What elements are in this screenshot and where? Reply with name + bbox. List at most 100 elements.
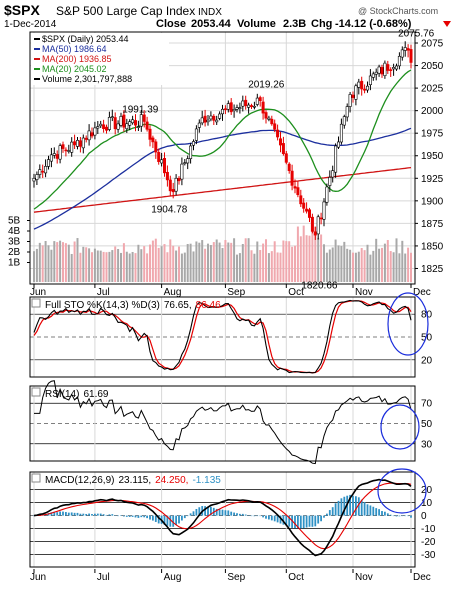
macd-histogram-bar [140, 515, 143, 518]
price-body [351, 94, 355, 98]
volume-bar [317, 237, 320, 282]
volume-bar [241, 244, 244, 282]
macd-histogram-bar [401, 515, 404, 517]
macd-value: 23.115, [118, 475, 151, 486]
macd-histogram-bar [326, 513, 328, 516]
macd-panel: -30 -20 -10 0 10 20 MACD(12,26,9) 23.115, 24.25… [29, 471, 436, 568]
volume-bar [221, 248, 224, 282]
macd-histogram-bar [317, 515, 320, 524]
volume-bar [38, 242, 41, 282]
price-body [157, 152, 161, 162]
price-body [215, 119, 219, 123]
macd-histogram-bar [117, 515, 119, 517]
x-tick-label: Oct [288, 572, 304, 583]
macd-histogram-bar [108, 514, 111, 516]
price-tick-label: 2075 [421, 39, 444, 50]
macd-histogram-bar [276, 515, 279, 523]
volume-bar [198, 242, 201, 282]
price-body [52, 153, 56, 156]
volume-bar [44, 241, 47, 282]
sto-k-line [33, 299, 412, 374]
price-body [302, 202, 306, 209]
volume-bar [157, 247, 160, 282]
price-body [67, 150, 71, 152]
price-body [186, 158, 190, 164]
macd-histogram-bar [131, 515, 134, 517]
volume-bar [204, 248, 207, 282]
volume-bar [137, 244, 140, 282]
price-body [368, 75, 372, 86]
price-body [278, 138, 282, 146]
volume-bar [282, 240, 285, 282]
signal-value: 24.250, [155, 475, 188, 486]
macd-histogram-bar [76, 512, 79, 516]
price-body [325, 186, 329, 203]
macd-histogram-bar [395, 515, 398, 517]
macd-histogram-bar [404, 515, 407, 517]
watermark: @ StockCharts.com [358, 6, 438, 16]
volume-bar [357, 251, 360, 282]
price-annotation-label: 2075.76 [398, 28, 435, 39]
price-body [403, 47, 407, 51]
price-body [348, 94, 352, 107]
price-body [163, 158, 167, 174]
macd-histogram-bar [398, 515, 401, 517]
price-body [128, 121, 132, 126]
macd-histogram-bar [183, 515, 186, 519]
macd-histogram-bar [384, 511, 386, 516]
price-body [354, 85, 358, 100]
sto-panel-icon[interactable] [31, 298, 41, 308]
volume-bar [186, 243, 189, 282]
volume-bar [233, 238, 236, 282]
volume-bar [88, 248, 91, 282]
price-body [377, 66, 381, 74]
macd-histogram-bar [91, 513, 93, 516]
macd-histogram-bar [166, 515, 169, 526]
price-body [116, 123, 120, 130]
volume-bar [175, 250, 178, 282]
volume-bar [404, 253, 407, 282]
macd-histogram-bar [67, 512, 70, 516]
macd-histogram-bar [236, 513, 238, 516]
rsi-grid [30, 386, 415, 461]
volume-bar [256, 241, 259, 282]
x-tick-label: Sep [227, 572, 245, 583]
volume-bar [76, 238, 79, 282]
volume-bar [372, 250, 375, 282]
price-body [284, 153, 288, 163]
ma50-line [33, 127, 412, 230]
x-tick-label: Oct [288, 287, 304, 298]
volume-bar [325, 252, 328, 282]
volume-bar [410, 252, 412, 282]
macd-panel-icon[interactable] [31, 473, 41, 483]
volume-bar [311, 224, 314, 282]
symbol: $SPX [4, 2, 40, 18]
macd-histogram-bar [111, 514, 114, 516]
volume-bars [33, 224, 412, 282]
volume-bar [120, 252, 122, 282]
rsi-panel-icon[interactable] [31, 387, 41, 397]
price-tick-label: 1825 [421, 264, 444, 275]
price-bars [32, 41, 413, 240]
price-body [397, 56, 401, 67]
volume-bar [224, 240, 227, 282]
macd-signal-line [33, 482, 412, 550]
macd-histogram-bar [311, 515, 314, 527]
x-tick-label: Aug [164, 572, 182, 583]
volume-bar [401, 240, 404, 282]
macd-histogram-bar [340, 498, 343, 516]
volume-bar [64, 243, 67, 282]
macd-histogram-bar [56, 512, 59, 516]
macd-histogram-bar [152, 515, 154, 521]
sto-title-prefix: Full STO %K(14,3) %D(3) [45, 300, 160, 311]
volume-bar [262, 243, 265, 282]
volume-bar [195, 241, 198, 282]
rsi-value: 61.69 [83, 389, 108, 400]
macd-histogram-bar [256, 515, 259, 517]
volume-bar [134, 253, 137, 282]
indicator-tick-label: 50 [421, 333, 433, 344]
macd-histogram-bar [62, 511, 64, 516]
price-body [136, 126, 140, 128]
price-body [238, 107, 242, 109]
